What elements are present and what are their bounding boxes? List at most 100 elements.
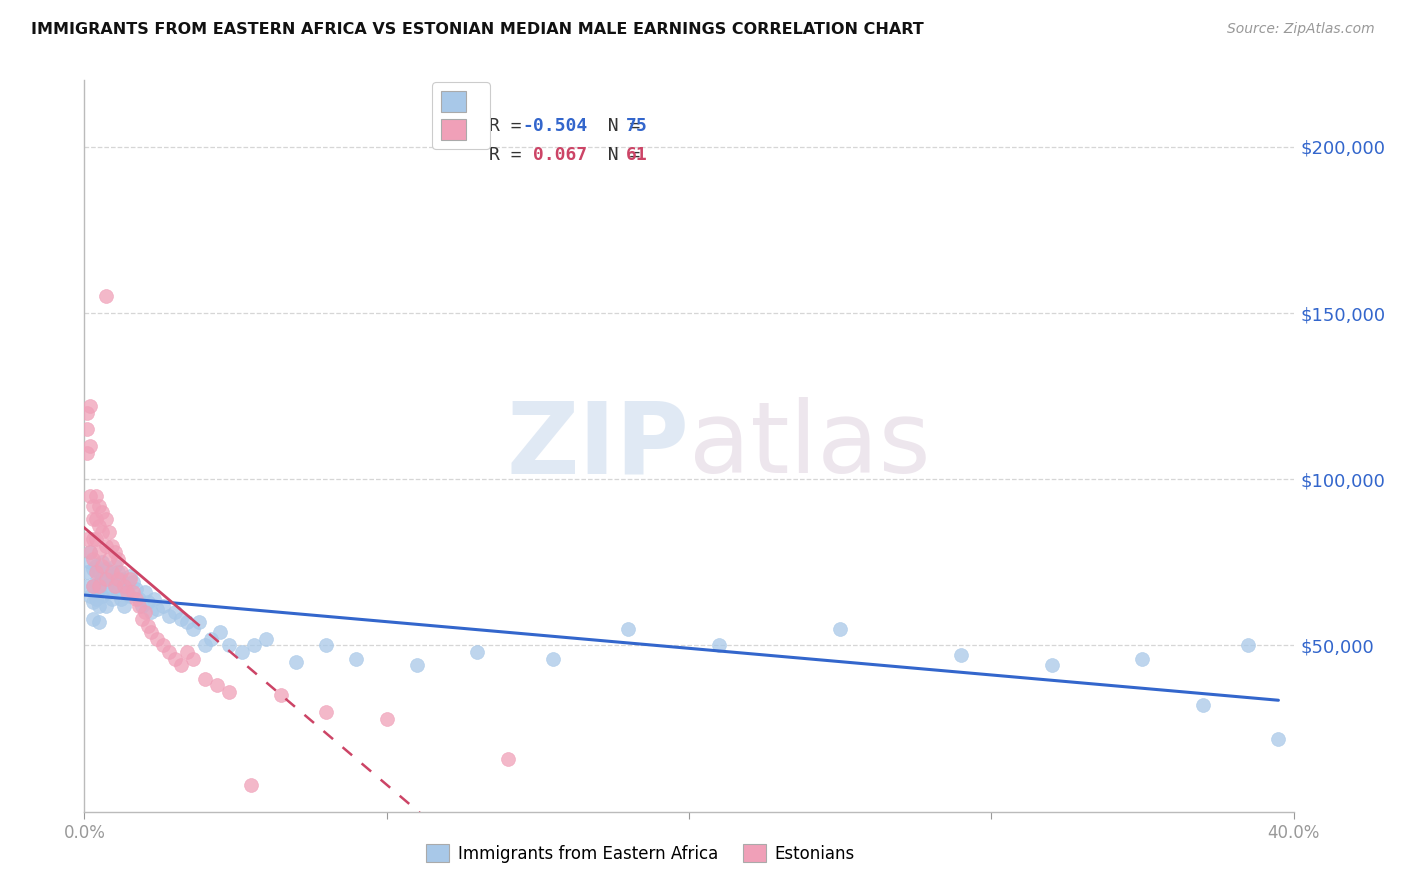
Point bbox=[94, 539, 117, 553]
Point bbox=[76, 566, 98, 580]
Point bbox=[134, 585, 156, 599]
Point bbox=[406, 658, 429, 673]
Point bbox=[131, 612, 153, 626]
Point bbox=[86, 558, 108, 573]
Point bbox=[89, 582, 111, 596]
Text: 61: 61 bbox=[626, 146, 648, 164]
Point bbox=[91, 555, 114, 569]
Point bbox=[1237, 639, 1260, 653]
Point bbox=[1267, 731, 1289, 746]
Point bbox=[89, 579, 111, 593]
Text: 0.067: 0.067 bbox=[522, 146, 588, 164]
Point bbox=[82, 562, 104, 576]
Point bbox=[170, 612, 193, 626]
Point bbox=[709, 639, 731, 653]
Text: R =: R = bbox=[489, 117, 533, 135]
Point bbox=[107, 552, 129, 566]
Point bbox=[97, 525, 120, 540]
Point bbox=[125, 591, 148, 606]
Point bbox=[1130, 652, 1153, 666]
Point bbox=[104, 545, 127, 559]
Point bbox=[194, 639, 217, 653]
Point bbox=[89, 566, 111, 580]
Point bbox=[181, 622, 204, 636]
Point bbox=[91, 506, 114, 520]
Point bbox=[209, 625, 232, 640]
Point bbox=[375, 712, 398, 726]
Point bbox=[112, 599, 135, 613]
Text: R =: R = bbox=[489, 146, 533, 164]
Point bbox=[950, 648, 973, 663]
Point bbox=[82, 612, 104, 626]
Point bbox=[121, 585, 143, 599]
Point bbox=[270, 689, 292, 703]
Text: IMMIGRANTS FROM EASTERN AFRICA VS ESTONIAN MEDIAN MALE EARNINGS CORRELATION CHAR: IMMIGRANTS FROM EASTERN AFRICA VS ESTONI… bbox=[31, 22, 924, 37]
Point bbox=[86, 489, 108, 503]
Point bbox=[107, 585, 129, 599]
Point bbox=[76, 445, 98, 459]
Point bbox=[131, 599, 153, 613]
Point bbox=[315, 705, 337, 719]
Text: N =: N = bbox=[586, 117, 651, 135]
Point bbox=[76, 532, 98, 546]
Point bbox=[152, 639, 174, 653]
Point bbox=[82, 579, 104, 593]
Point bbox=[97, 585, 120, 599]
Point bbox=[152, 599, 174, 613]
Point bbox=[496, 751, 519, 765]
Point bbox=[94, 512, 117, 526]
Point bbox=[165, 652, 187, 666]
Point bbox=[165, 605, 187, 619]
Point bbox=[218, 685, 240, 699]
Point bbox=[86, 566, 108, 580]
Text: N =: N = bbox=[586, 146, 651, 164]
Point bbox=[82, 512, 104, 526]
Point bbox=[76, 579, 98, 593]
Point bbox=[94, 289, 117, 303]
Point bbox=[125, 582, 148, 596]
Point bbox=[79, 555, 101, 569]
Point bbox=[89, 615, 111, 630]
Point bbox=[176, 645, 198, 659]
Point bbox=[188, 615, 211, 630]
Point bbox=[94, 599, 117, 613]
Point bbox=[107, 566, 129, 580]
Point bbox=[82, 499, 104, 513]
Point bbox=[82, 595, 104, 609]
Point bbox=[100, 566, 122, 580]
Point bbox=[94, 579, 117, 593]
Point bbox=[115, 585, 138, 599]
Point bbox=[200, 632, 222, 646]
Point bbox=[146, 632, 169, 646]
Point bbox=[118, 572, 141, 586]
Point bbox=[242, 639, 264, 653]
Point bbox=[231, 645, 253, 659]
Point bbox=[94, 562, 117, 576]
Point bbox=[86, 591, 108, 606]
Point bbox=[79, 489, 101, 503]
Point bbox=[76, 422, 98, 436]
Point bbox=[91, 589, 114, 603]
Point bbox=[79, 399, 101, 413]
Point bbox=[128, 599, 150, 613]
Legend: Immigrants from Eastern Africa, Estonians: Immigrants from Eastern Africa, Estonian… bbox=[419, 838, 862, 869]
Text: ZIP: ZIP bbox=[506, 398, 689, 494]
Point bbox=[136, 595, 159, 609]
Point bbox=[285, 655, 308, 669]
Point bbox=[97, 568, 120, 582]
Point bbox=[82, 579, 104, 593]
Point bbox=[239, 778, 262, 792]
Point bbox=[91, 525, 114, 540]
Point bbox=[104, 579, 127, 593]
Point bbox=[104, 558, 127, 573]
Point bbox=[112, 579, 135, 593]
Point bbox=[181, 652, 204, 666]
Point bbox=[142, 591, 165, 606]
Point bbox=[86, 575, 108, 590]
Point bbox=[76, 406, 98, 420]
Point bbox=[100, 572, 122, 586]
Point bbox=[110, 572, 132, 586]
Point bbox=[134, 605, 156, 619]
Point bbox=[89, 545, 111, 559]
Point bbox=[254, 632, 277, 646]
